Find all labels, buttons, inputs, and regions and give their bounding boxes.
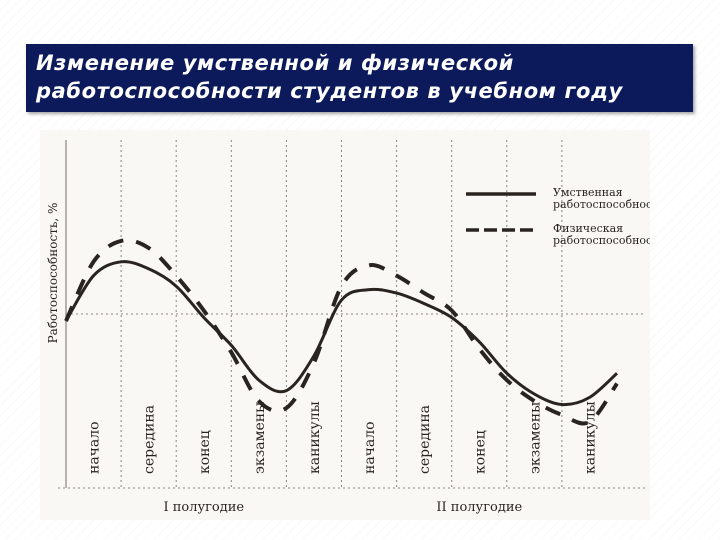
category-label: конец (472, 430, 488, 474)
physical-performance-line (64, 238, 619, 426)
legend: Умственнаяработоспособность Физическаяра… (466, 186, 664, 247)
slide-title-line-1: Изменение умственной и физической (36, 51, 514, 75)
category-label: экзамены (252, 402, 268, 474)
category-label: конец (197, 430, 213, 474)
slide-title: Изменение умственной и физической работо… (36, 49, 685, 105)
category-label: каникулы (307, 401, 323, 474)
y-axis-label: Работоспособность, % (46, 203, 60, 344)
category-label: середина (142, 405, 158, 474)
category-label: каникулы (582, 401, 598, 474)
category-label: начало (87, 421, 103, 474)
category-label: экзамены (527, 402, 543, 474)
semester-label: II полугодие (436, 500, 522, 515)
series-layer (64, 238, 619, 426)
chart-panel: Работоспособность, % начало середина конец… (40, 130, 664, 520)
grid-layer (66, 140, 646, 488)
mental-performance-line (64, 260, 619, 407)
legend-label-mental: Умственнаяработоспособность (553, 186, 650, 211)
category-label: середина (417, 405, 433, 474)
performance-chart: Работоспособность, % начало середина конец… (46, 140, 664, 515)
legend-label-physical: Физическаяработоспособность (553, 222, 650, 247)
category-label: начало (362, 421, 378, 474)
semester-label: I полугодие (163, 500, 244, 515)
semester-labels: I полугодие II полугодие (163, 500, 522, 515)
category-labels: начало середина конец экзамены каникулы начал… (87, 401, 599, 474)
title-banner: Изменение умственной и физической работо… (26, 44, 693, 112)
slide-title-line-2: работоспособности студентов в учебном го… (36, 79, 623, 103)
